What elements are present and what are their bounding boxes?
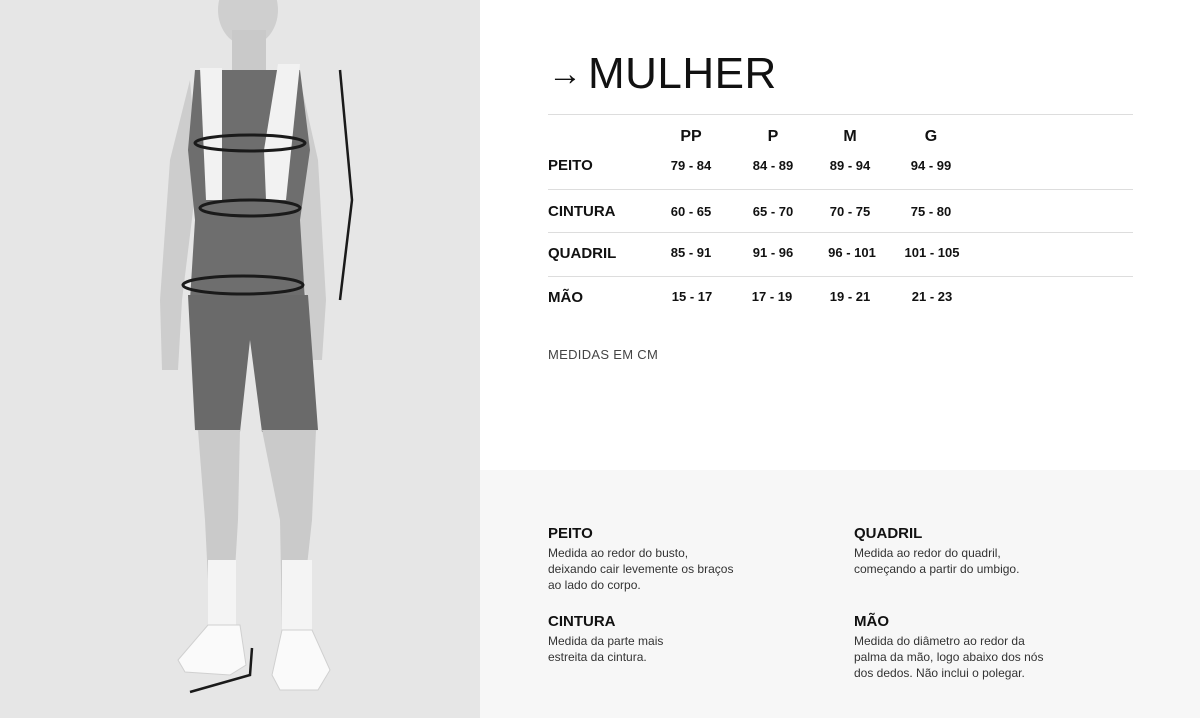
definition-quadril: QUADRIL Medida ao redor do quadril, come…: [854, 525, 1114, 577]
row-divider: [548, 276, 1133, 277]
definitions-panel: PEITO Medida ao redor do busto, deixando…: [480, 470, 1200, 718]
row-label: QUADRIL: [548, 245, 617, 262]
definition-title: MÃO: [854, 613, 889, 630]
cell: 101 - 105: [904, 245, 960, 260]
cell: 89 - 94: [829, 158, 871, 173]
cell: 79 - 84: [670, 158, 712, 173]
table-row: QUADRIL 85 - 91 91 - 96 96 - 101 101 - 1…: [548, 244, 1133, 287]
chest-measure-line: [193, 133, 307, 153]
cell: 96 - 101: [828, 245, 876, 260]
cell: 84 - 89: [752, 158, 794, 173]
definition-text: Medida ao redor do quadril, começando a …: [854, 546, 1020, 576]
table-row: MÃO 15 - 17 17 - 19 19 - 21 21 - 23: [548, 287, 1133, 330]
page-title: → MULHER: [548, 52, 777, 96]
woman-figure-illustration: [0, 0, 480, 718]
column-header-p: P: [767, 128, 779, 145]
cell: 60 - 65: [670, 204, 712, 219]
height-measure-line: [338, 69, 354, 301]
cell: 21 - 23: [911, 289, 953, 304]
row-divider: [548, 232, 1133, 233]
cell: 15 - 17: [671, 289, 713, 304]
cell: 70 - 75: [829, 204, 871, 219]
row-divider: [548, 189, 1133, 190]
divider: [548, 114, 1133, 115]
table-row: CINTURA 60 - 65 65 - 70 70 - 75 75 - 80: [548, 202, 1133, 245]
title-text: MULHER: [588, 49, 777, 98]
cell: 91 - 96: [752, 245, 794, 260]
cell: 85 - 91: [670, 245, 712, 260]
cell: 65 - 70: [752, 204, 794, 219]
foot-measure-line: [189, 647, 254, 694]
row-label: PEITO: [548, 157, 593, 174]
cell: 94 - 99: [910, 158, 952, 173]
model-photo: [0, 0, 480, 718]
column-header-m: M: [843, 128, 857, 145]
definition-mao: MÃO Medida do diâmetro ao redor da palma…: [854, 613, 1114, 681]
waist-measure-line: [198, 198, 302, 218]
cell: 75 - 80: [910, 204, 952, 219]
definition-text: Medida da parte mais estreita da cintura…: [548, 634, 664, 664]
definition-text: Medida do diâmetro ao redor da palma da …: [854, 634, 1044, 680]
row-label: CINTURA: [548, 203, 616, 220]
column-header-g: G: [924, 128, 938, 145]
column-header-pp: PP: [680, 128, 702, 145]
cell: 19 - 21: [829, 289, 871, 304]
hip-measure-line: [181, 274, 305, 296]
definition-peito: PEITO Medida ao redor do busto, deixando…: [548, 525, 808, 593]
table-row: PEITO 79 - 84 84 - 89 89 - 94 94 - 99: [548, 155, 1133, 198]
cell: 17 - 19: [751, 289, 793, 304]
row-label: MÃO: [548, 289, 583, 306]
definition-title: PEITO: [548, 525, 593, 542]
definition-title: CINTURA: [548, 613, 616, 630]
definition-text: Medida ao redor do busto, deixando cair …: [548, 546, 734, 592]
units-note: MEDIDAS EM CM: [548, 347, 659, 362]
definition-cintura: CINTURA Medida da parte mais estreita da…: [548, 613, 808, 665]
arrow-right-icon: →: [548, 55, 582, 93]
definition-title: QUADRIL: [854, 525, 923, 542]
